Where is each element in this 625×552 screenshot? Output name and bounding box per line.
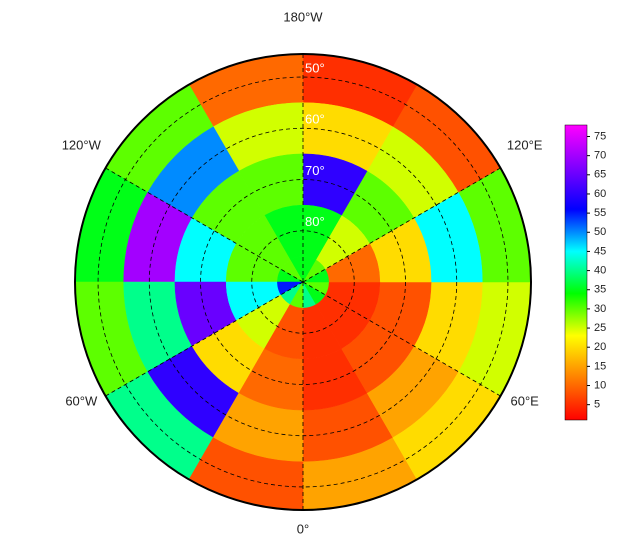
latitude-label: 70° [305, 163, 325, 178]
meridian [302, 281, 501, 397]
longitude-label: 60°E [511, 393, 540, 408]
latitude-label: 50° [305, 60, 325, 75]
longitude-label: 60°W [65, 393, 98, 408]
colorbar-label: 35 [594, 284, 606, 296]
colorbar-label: 70 [594, 150, 606, 162]
colorbar-label: 65 [594, 169, 606, 181]
meridian [105, 167, 304, 283]
colorbar-label: 25 [594, 322, 606, 334]
meridian [302, 167, 501, 283]
latitude-label: 60° [305, 112, 325, 127]
colorbar-label: 55 [594, 207, 606, 219]
colorbar-label: 30 [594, 303, 606, 315]
colorbar-label: 45 [594, 245, 606, 257]
colorbar-label: 10 [594, 379, 606, 391]
meridian [105, 281, 304, 397]
latitude-circle [97, 76, 509, 488]
longitude-label: 120°W [62, 137, 102, 152]
colorbar-label: 5 [594, 399, 600, 411]
latitude-label: 80° [305, 214, 325, 229]
longitude-label: 180°W [283, 9, 323, 24]
longitude-label: 120°E [507, 137, 543, 152]
colorbar-label: 60 [594, 188, 606, 200]
colorbar-label: 75 [594, 130, 606, 142]
colorbar-label: 50 [594, 226, 606, 238]
latitude-circle [148, 127, 458, 437]
longitude-label: 0° [297, 521, 309, 536]
colorbar [564, 124, 588, 421]
colorbar-label: 15 [594, 360, 606, 372]
latitude-circle [200, 179, 406, 385]
colorbar-label: 40 [594, 264, 606, 276]
colorbar-label: 20 [594, 341, 606, 353]
